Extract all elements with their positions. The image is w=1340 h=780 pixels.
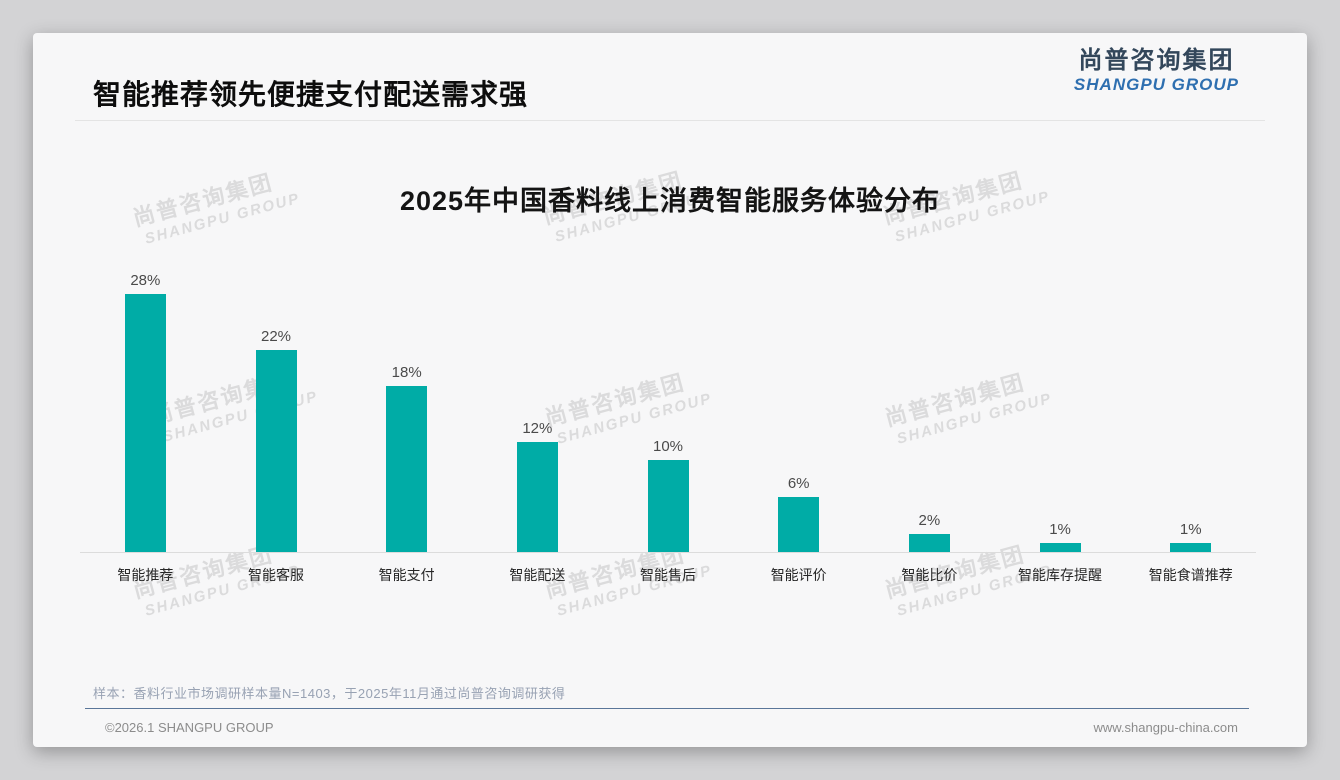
bar	[255, 349, 297, 552]
footer-website: www.shangpu-china.com	[1093, 720, 1238, 735]
bar-column: 28%	[80, 261, 211, 552]
bar	[516, 441, 558, 552]
logo-english-name: SHANGPU GROUP	[1073, 74, 1239, 94]
bar-column: 18%	[341, 261, 472, 552]
x-axis-labels: 智能推荐 智能客服 智能支付 智能配送 智能售后 智能评价 智能比价 智能库存提醒 智能食谱推荐	[80, 565, 1256, 585]
bar	[908, 533, 950, 552]
bar	[124, 294, 166, 552]
page-title: 智能推荐领先便捷支付配送需求强	[93, 79, 529, 110]
bar	[647, 460, 689, 552]
x-axis-label: 智能推荐	[117, 567, 174, 583]
bar-value-label: 6%	[787, 474, 810, 492]
bar-value-label: 22%	[260, 327, 292, 345]
x-axis-label: 智能食谱推荐	[1148, 567, 1233, 583]
sample-note: 样本：香料行业市场调研样本量N=1403，于2025年11月通过尚普咨询调研获得	[93, 686, 566, 701]
bar	[778, 496, 820, 552]
bar	[1170, 542, 1212, 552]
bar-value-label: 10%	[653, 438, 684, 455]
bar-column: 6%	[733, 261, 864, 552]
x-axis-label: 智能比价	[901, 567, 958, 583]
bar-value-label: 28%	[130, 272, 161, 290]
bar-value-label: 1%	[1179, 520, 1202, 538]
bar-column: 12%	[472, 261, 603, 552]
bar-plot: 28% 22% 18% 12% 10% 6% 2% 1% 1%	[80, 261, 1256, 553]
x-axis-label: 智能售后	[640, 567, 697, 583]
company-logo: 尚普咨询集团 SHANGPU GROUP	[1074, 47, 1239, 94]
bar-column: 2%	[864, 261, 995, 552]
bar-column: 1%	[1125, 261, 1256, 552]
bar-column: 22%	[211, 261, 342, 552]
chart-title: 2025年中国香料线上消费智能服务体验分布	[399, 186, 941, 216]
footer-copyright: ©2026.1 SHANGPU GROUP	[105, 720, 274, 735]
footer-divider	[85, 708, 1249, 709]
bar-value-label: 18%	[391, 364, 422, 382]
x-axis-label: 智能支付	[378, 567, 435, 583]
x-axis-label: 智能客服	[248, 567, 304, 583]
x-axis-label: 智能评价	[770, 567, 827, 583]
bar-value-label: 1%	[1049, 520, 1071, 538]
slide-card: 尚普咨询集团 SHANGPU GROUP 尚普咨询集团 SHANGPU GROUP 尚普…	[33, 33, 1307, 747]
bar-column: 1%	[995, 261, 1126, 552]
bar-value-label: 12%	[522, 419, 553, 437]
bar-column: 10%	[603, 261, 734, 552]
bar	[1039, 542, 1081, 552]
x-axis-label: 智能配送	[509, 567, 566, 583]
logo-chinese-name: 尚普咨询集团	[1078, 47, 1235, 74]
title-divider	[75, 120, 1265, 121]
bar-value-label: 2%	[918, 511, 941, 529]
x-axis-label: 智能库存提醒	[1018, 567, 1103, 583]
bar	[386, 386, 428, 552]
